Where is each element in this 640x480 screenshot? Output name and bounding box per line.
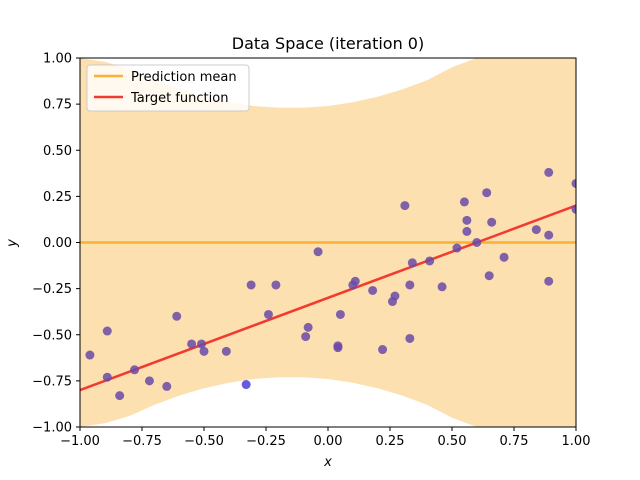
x-tick-label: −0.50 [184,434,224,449]
data-point [197,339,207,349]
data-point [115,391,125,401]
y-tick-label: −0.75 [32,374,72,389]
y-tick-label: −0.25 [32,282,72,297]
data-point [544,230,554,240]
data-points [85,167,576,401]
data-point [246,280,256,290]
y-tick-label: 0.75 [43,98,72,113]
x-tick-label: 0.50 [438,434,467,449]
chart-title: Data Space (iteration 0) [232,34,424,53]
data-point [221,346,231,356]
data-point [482,188,492,198]
data-point [263,309,273,319]
data-point [303,322,313,332]
data-point [102,372,112,382]
x-tick-label: 1.00 [562,434,591,449]
data-point [162,381,172,391]
legend-box [86,64,250,112]
x-tick-label: −0.75 [122,434,162,449]
data-point [425,256,435,266]
data-point [462,226,472,236]
data-point [571,204,576,214]
data-point [368,285,378,295]
data-point [405,280,415,290]
data-point [400,201,410,211]
y-tick-label: −1.00 [32,421,72,436]
data-point [544,276,554,286]
data-point [390,291,400,301]
data-point [241,380,251,390]
data-point [335,309,345,319]
y-tick-label: 0.00 [43,236,72,251]
y-axis-label: y [5,239,20,248]
legend-label-target-function: Target function [130,91,228,106]
data-point [350,276,360,286]
data-point [472,238,482,247]
data-point [172,311,182,321]
data-point [313,247,323,257]
data-point [437,282,447,292]
data-point [487,217,497,227]
y-tick-label: −0.50 [32,328,72,343]
data-point [187,339,197,349]
data-point [499,252,509,262]
plot-area [80,58,576,427]
data-point [102,326,112,336]
legend: Prediction mean Target function [86,64,250,112]
data-point [130,365,140,375]
data-point [544,167,554,177]
data-point [462,215,472,225]
y-axis: −1.00 −0.75 −0.50 −0.25 0.00 0.25 0.50 0.75 1.00 [32,52,80,436]
data-point [571,178,576,188]
y-tick-label: 1.00 [43,52,72,67]
data-point [271,280,281,290]
x-tick-label: 0.25 [376,434,405,449]
data-point [85,350,95,360]
x-tick-label: −0.25 [246,434,286,449]
x-tick-label: −1.00 [60,434,100,449]
x-axis: −1.00 −0.75 −0.50 −0.25 0.00 0.25 0.50 0.75 1.00 [60,427,590,449]
y-tick-label: 0.25 [43,190,72,205]
data-point [531,225,541,235]
y-tick-label: 0.50 [43,144,72,159]
data-point [459,197,469,207]
x-axis-label: x [323,455,332,470]
data-point [452,243,462,253]
data-point [301,332,311,342]
x-tick-label: 0.75 [500,434,529,449]
target-function-line [80,204,576,392]
data-point [199,346,209,356]
data-point [144,376,154,386]
data-point [407,258,417,268]
data-point [405,333,415,343]
data-point [333,343,343,353]
legend-label-prediction-mean: Prediction mean [131,70,237,85]
x-tick-label: 0.00 [314,434,343,449]
data-point [378,345,388,355]
data-point [484,271,494,281]
